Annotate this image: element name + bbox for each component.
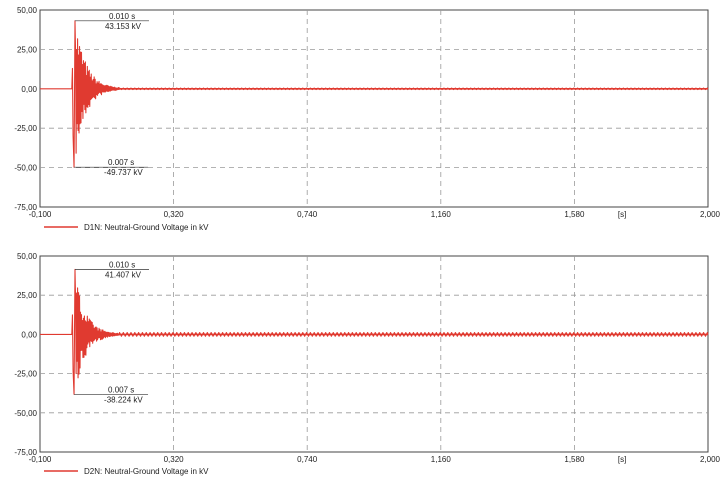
callout-value: 41.407 kV xyxy=(105,270,142,279)
callout-value: 43.153 kV xyxy=(105,22,142,31)
callout-value: -49.737 kV xyxy=(104,168,143,177)
x-tick-label: 1,580 xyxy=(564,210,585,219)
x-tick-label: 0,740 xyxy=(297,455,318,464)
x-tick-label: -0,100 xyxy=(29,210,52,219)
x-tick-label: 0,740 xyxy=(297,210,318,219)
legend-label: D2N: Neutral-Ground Voltage in kV xyxy=(84,467,209,476)
legend-label: D1N: Neutral-Ground Voltage in kV xyxy=(84,223,209,232)
x-unit-label: [s] xyxy=(618,455,626,464)
x-tick-label: 0,320 xyxy=(164,455,185,464)
callout-time: 0.007 s xyxy=(108,385,134,394)
y-tick-label: 50,00 xyxy=(17,252,38,261)
x-tick-label: 2,000 xyxy=(700,455,720,464)
y-tick-label: -50,00 xyxy=(14,409,37,418)
callout-value: -38.224 kV xyxy=(104,395,143,404)
x-tick-label: 2,000 xyxy=(700,210,720,219)
y-tick-label: -25,00 xyxy=(14,370,37,379)
y-tick-label: 50,00 xyxy=(17,6,38,15)
y-tick-label: -75,00 xyxy=(14,448,37,457)
y-tick-label: 0,00 xyxy=(21,330,37,339)
x-tick-label: 1,160 xyxy=(431,455,452,464)
callout-time: 0.007 s xyxy=(108,158,134,167)
plot-frame xyxy=(39,9,709,208)
y-tick-label: -75,00 xyxy=(14,203,37,212)
x-unit-label: [s] xyxy=(618,210,626,219)
y-tick-label: -50,00 xyxy=(14,164,37,173)
chart-panel-1: 50,00 25,00 0,00 -25,00 -50,00 -75,00-0,100 0,… xyxy=(14,6,720,232)
y-tick-label: 0,00 xyxy=(21,85,37,94)
x-tick-label: -0,100 xyxy=(29,455,52,464)
callout-time: 0.010 s xyxy=(109,12,135,21)
y-tick-label: -25,00 xyxy=(14,124,37,133)
callout-time: 0.010 s xyxy=(109,260,135,269)
y-tick-label: 25,00 xyxy=(17,45,38,54)
x-tick-label: 1,160 xyxy=(431,210,452,219)
y-tick-label: 25,00 xyxy=(17,291,38,300)
x-tick-label: 0,320 xyxy=(164,210,185,219)
plot-frame xyxy=(39,255,709,453)
chart-panel-2: 50,00 25,00 0,00 -25,00 -50,00 -75,00-0,100 0,… xyxy=(14,252,720,476)
x-tick-label: 1,580 xyxy=(564,455,585,464)
